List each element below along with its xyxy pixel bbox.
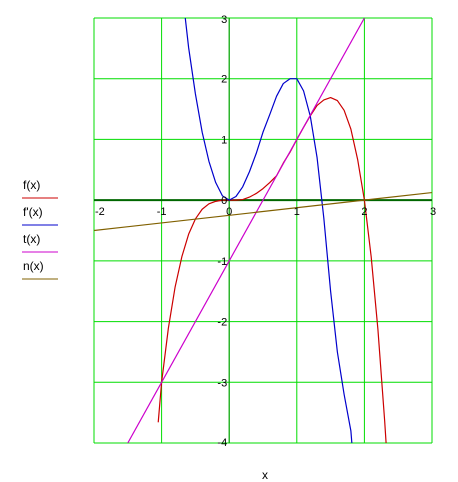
x-axis-label: x bbox=[262, 468, 268, 482]
legend: f(x) f'(x) t(x) n(x) bbox=[22, 178, 58, 280]
y-tick-label: -3 bbox=[217, 377, 227, 389]
y-tick-label: -2 bbox=[217, 317, 227, 329]
y-tick-label: -1 bbox=[217, 256, 227, 268]
x-tick-label: 2 bbox=[361, 206, 367, 218]
x-tick-label: -2 bbox=[95, 206, 105, 218]
legend-label: f'(x) bbox=[23, 205, 43, 219]
y-tick-label: 1 bbox=[221, 134, 227, 146]
series-line bbox=[127, 18, 365, 443]
legend-label: f(x) bbox=[23, 178, 40, 192]
tick-labels: -2 -1 0 1 2 3 3 2 1 0 -1 -2 -3 -4 bbox=[95, 14, 436, 449]
y-tick-label: 3 bbox=[221, 14, 227, 26]
series-line bbox=[94, 191, 432, 232]
series-line bbox=[184, 18, 353, 443]
legend-label: n(x) bbox=[23, 259, 44, 273]
legend-label: t(x) bbox=[23, 232, 40, 246]
x-tick-label: 3 bbox=[430, 206, 436, 218]
series-line bbox=[157, 96, 387, 443]
x-tick-label: 1 bbox=[294, 206, 300, 218]
y-tick-label: -4 bbox=[217, 437, 227, 449]
series-group bbox=[94, 18, 432, 443]
x-tick-label: 0 bbox=[226, 206, 232, 218]
y-tick-label: 2 bbox=[221, 74, 227, 86]
x-tick-label: -1 bbox=[157, 206, 167, 218]
y-tick-label: 0 bbox=[221, 195, 227, 207]
